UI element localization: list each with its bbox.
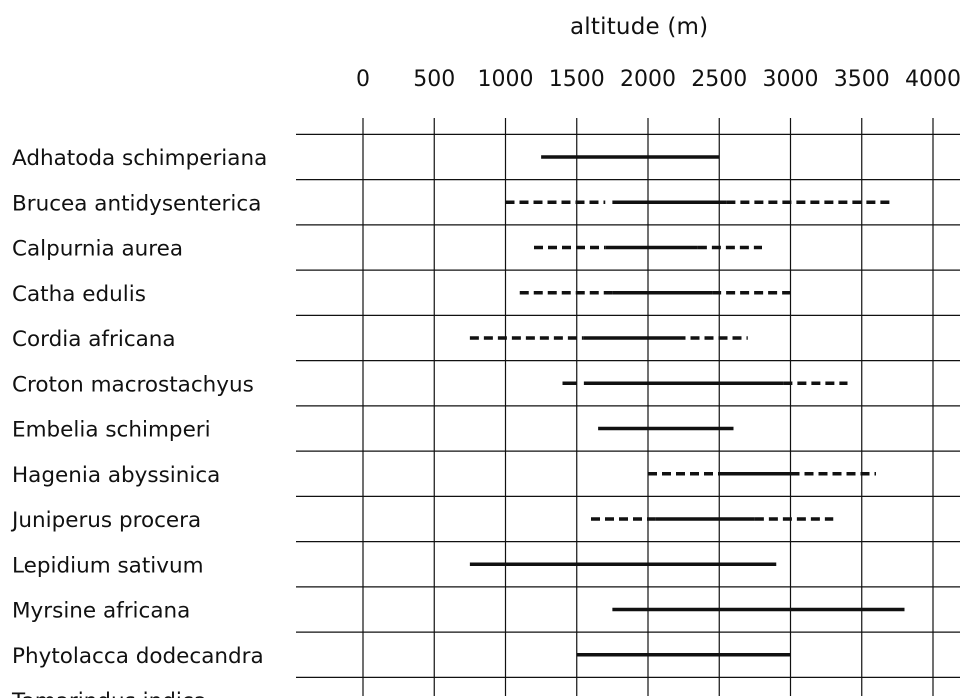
x-tick-label-1500: 1500: [549, 67, 605, 92]
x-tick-label-4000: 4000: [905, 67, 961, 92]
species-label: Hagenia abyssinica: [12, 463, 220, 488]
x-tick-label-3000: 3000: [763, 67, 819, 92]
x-axis-title: altitude (m): [570, 14, 709, 40]
species-label: Embelia schimperi: [12, 418, 211, 443]
grid-layer: [296, 118, 960, 696]
species-label: Croton macrostachyus: [12, 372, 254, 397]
species-labels: Adhatoda schimperiana Brucea antidysenter…: [10, 146, 267, 698]
x-tick-labels: 0 500 1000 1500 2000 2500 3000 3500 4000: [356, 67, 961, 92]
x-tick-label-2500: 2500: [691, 67, 747, 92]
x-tick-label-0: 0: [356, 67, 370, 92]
x-tick-label-500: 500: [413, 67, 455, 92]
species-label: Juniperus procera: [10, 508, 201, 533]
species-label: Lepidium sativum: [12, 553, 204, 578]
species-label: Brucea antidysenterica: [12, 191, 261, 216]
x-tick-label-2000: 2000: [620, 67, 676, 92]
species-label: Adhatoda schimperiana: [12, 146, 267, 171]
species-label: Tamarindus indica: [11, 689, 207, 698]
range-segments: [469, 155, 905, 657]
species-label: Myrsine africana: [12, 599, 190, 624]
species-label: Calpurnia aurea: [12, 237, 183, 262]
species-label: Phytolacca dodecandra: [12, 644, 264, 669]
x-tick-label-1000: 1000: [478, 67, 534, 92]
x-tick-label-3500: 3500: [834, 67, 890, 92]
species-label: Cordia africana: [12, 327, 176, 352]
species-label: Catha edulis: [12, 282, 146, 307]
